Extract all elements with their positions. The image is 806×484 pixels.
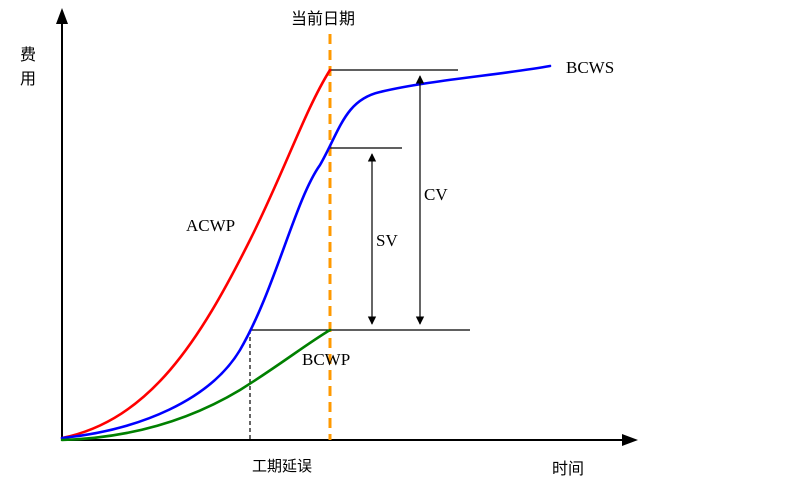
bcwp-curve xyxy=(60,328,332,442)
y-axis-arrow-icon xyxy=(56,8,68,24)
x-axis-label: 时间 xyxy=(552,459,584,478)
y-axis-label-bottom: 用 xyxy=(20,69,36,88)
schedule-delay-label: 工期延误 xyxy=(252,457,312,475)
acwp-label: ACWP xyxy=(186,216,235,235)
bcwp-label: BCWP xyxy=(302,350,350,369)
y-axis-label-top: 费 xyxy=(20,45,36,64)
sv-label: SV xyxy=(376,231,398,250)
cv-label: CV xyxy=(424,185,448,204)
current-date-label: 当前日期 xyxy=(291,9,355,28)
bcws-label: BCWS xyxy=(566,58,614,77)
acwp-curve xyxy=(60,68,332,440)
x-axis-arrow-icon xyxy=(622,434,638,446)
bcws-curve xyxy=(60,64,552,440)
